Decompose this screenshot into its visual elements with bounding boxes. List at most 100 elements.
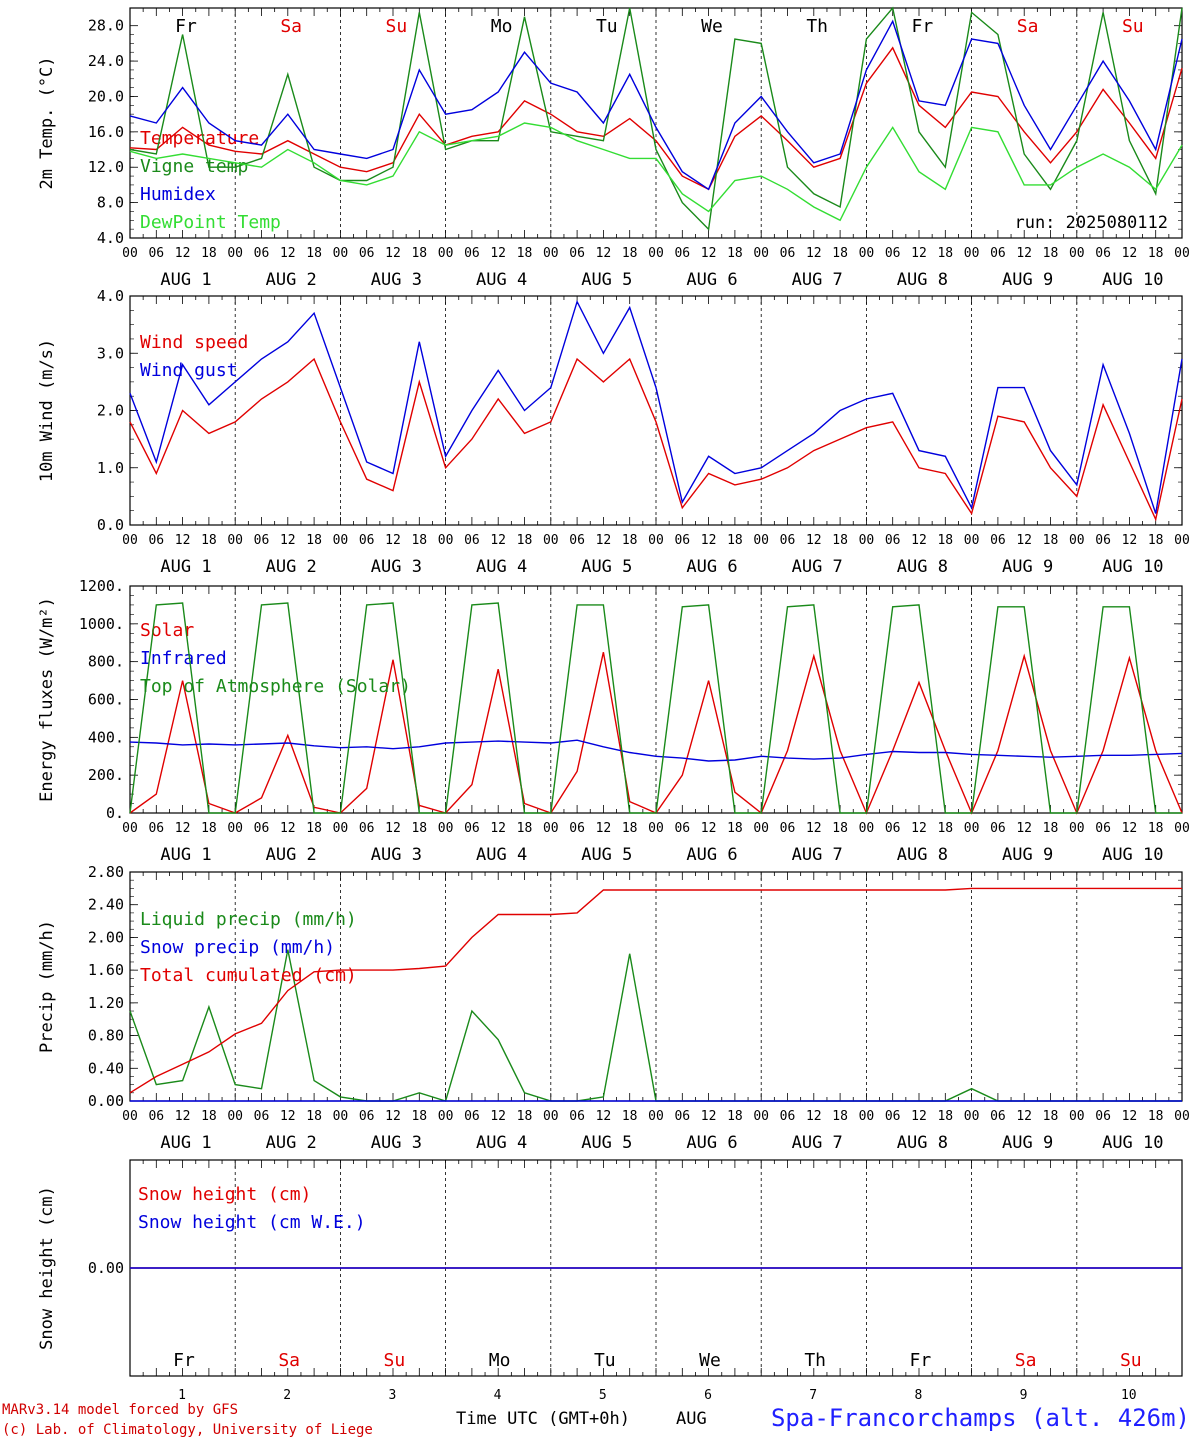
hour-tick-label: 18 [1043, 1109, 1059, 1124]
date-label: AUG 10 [1102, 1133, 1163, 1153]
hour-tick-label: 18 [727, 246, 743, 261]
y-tick-label: 0.00 [88, 1259, 124, 1277]
y-tick-label: 8.0 [97, 194, 124, 212]
legend-entry: Snow precip (mm/h) [140, 937, 335, 958]
hour-tick-label: 06 [885, 533, 901, 548]
hour-tick-label: 12 [596, 246, 612, 261]
hour-tick-label: 18 [1043, 533, 1059, 548]
y-tick-label: 1.60 [88, 961, 124, 979]
hour-tick-label: 18 [832, 821, 848, 836]
hour-tick-label: 00 [333, 1109, 349, 1124]
date-label: AUG 1 [160, 557, 211, 577]
y-tick-label: 0. [106, 804, 124, 822]
hour-tick-label: 12 [280, 533, 296, 548]
hour-tick-label: 12 [911, 1109, 927, 1124]
hour-tick-label: 18 [201, 821, 217, 836]
hour-tick-label: 12 [806, 1109, 822, 1124]
legend-entry: Vigne temp [140, 156, 248, 177]
hour-tick-label: 00 [122, 821, 138, 836]
hour-tick-label: 12 [911, 533, 927, 548]
date-label: AUG 1 [160, 1133, 211, 1153]
legend-entry: Infrared [140, 648, 227, 669]
model-credit: MARv3.14 model forced by GFS [2, 1402, 238, 1418]
y-tick-label: 1000. [79, 615, 124, 633]
hour-tick-label: 00 [122, 1109, 138, 1124]
day-number-label: 9 [1020, 1388, 1028, 1403]
day-number-label: 7 [809, 1388, 817, 1403]
date-label: AUG 5 [581, 845, 632, 865]
date-label: AUG 10 [1102, 270, 1163, 290]
hour-tick-label: 12 [701, 246, 717, 261]
hour-tick-label: 06 [464, 1109, 480, 1124]
series-line-vigne-temp [129, 6, 1183, 231]
legend-entry: DewPoint Temp [140, 212, 281, 233]
hour-tick-label: 00 [438, 246, 454, 261]
hour-tick-label: 18 [622, 1109, 638, 1124]
day-number-label: 6 [704, 1388, 712, 1403]
hour-tick-label: 12 [490, 533, 506, 548]
hour-tick-label: 12 [1016, 821, 1032, 836]
hour-tick-label: 18 [937, 1109, 953, 1124]
y-tick-label: 12.0 [88, 158, 124, 176]
hour-tick-label: 00 [753, 533, 769, 548]
y-tick-label: 800. [88, 653, 124, 671]
day-number-label: 4 [494, 1388, 502, 1403]
hour-tick-label: 00 [964, 821, 980, 836]
hour-tick-label: 00 [1069, 821, 1085, 836]
date-label: AUG 2 [266, 1133, 317, 1153]
hour-tick-label: 18 [832, 1109, 848, 1124]
hour-tick-label: 00 [859, 1109, 875, 1124]
hour-tick-label: 18 [411, 246, 427, 261]
legend-entry: Snow height (cm) [138, 1184, 311, 1205]
hour-tick-label: 12 [596, 533, 612, 548]
hour-tick-label: 12 [701, 1109, 717, 1124]
legend-entry: Top of Atmosphere (Solar) [140, 676, 411, 697]
hour-tick-label: 06 [569, 246, 585, 261]
hour-tick-label: 00 [1174, 533, 1190, 548]
hour-tick-label: 12 [1016, 246, 1032, 261]
hour-tick-label: 12 [911, 246, 927, 261]
hour-tick-label: 18 [727, 1109, 743, 1124]
y-tick-label: 1.0 [97, 459, 124, 477]
hour-tick-label: 06 [674, 1109, 690, 1124]
hour-tick-label: 18 [622, 821, 638, 836]
hour-tick-label: 12 [701, 821, 717, 836]
y-tick-label: 1.20 [88, 994, 124, 1012]
hour-tick-label: 18 [201, 1109, 217, 1124]
y-axis-title: Snow height (cm) [37, 1186, 57, 1350]
hour-tick-label: 18 [306, 533, 322, 548]
date-label: AUG 4 [476, 557, 527, 577]
day-of-week-label: Mo [489, 1350, 511, 1371]
hour-tick-label: 12 [175, 1109, 191, 1124]
hour-tick-label: 12 [1122, 821, 1138, 836]
y-tick-label: 28.0 [88, 17, 124, 35]
hour-tick-label: 00 [964, 1109, 980, 1124]
panel-wind: 0.0 1.0 2.0 3.0 4.0 10m Wind (m/s) Wind speed W… [37, 287, 1190, 577]
hour-tick-label: 18 [306, 246, 322, 261]
hour-tick-label: 18 [1043, 246, 1059, 261]
date-label: AUG 7 [792, 1133, 843, 1153]
date-label: AUG 7 [792, 845, 843, 865]
hour-tick-label: 18 [937, 533, 953, 548]
hour-tick-label: 18 [306, 821, 322, 836]
hour-tick-label: 06 [359, 533, 375, 548]
hour-tick-label: 18 [937, 821, 953, 836]
run-annotation: run: 2025080112 [1014, 213, 1168, 233]
hour-tick-label: 06 [148, 1109, 164, 1124]
hour-tick-label: 12 [490, 246, 506, 261]
hour-tick-label: 06 [674, 533, 690, 548]
day-of-week-label: Fr [912, 16, 934, 37]
hour-tick-label: 12 [280, 821, 296, 836]
hour-tick-label: 12 [490, 821, 506, 836]
hour-tick-label: 00 [753, 1109, 769, 1124]
hour-tick-label: 18 [832, 533, 848, 548]
y-tick-label: 4.0 [97, 287, 124, 305]
series-line-total-cumulated-cm- [129, 887, 1182, 1094]
hour-tick-label: 06 [885, 821, 901, 836]
hour-tick-label: 12 [911, 821, 927, 836]
series-line-humidex [129, 19, 1183, 191]
date-label: AUG 4 [476, 1133, 527, 1153]
hour-tick-label: 06 [148, 821, 164, 836]
hour-tick-label: 12 [175, 821, 191, 836]
hour-tick-label: 00 [1069, 533, 1085, 548]
